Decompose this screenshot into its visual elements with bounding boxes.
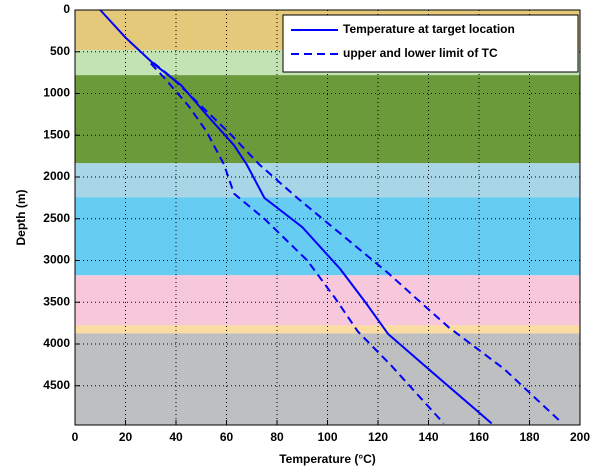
x-tick-label: 120: [368, 430, 388, 444]
y-tick-label: 4000: [43, 336, 70, 350]
data-line: [150, 62, 445, 425]
y-axis-label: Depth (m): [14, 190, 28, 246]
layer-band: [75, 275, 580, 326]
x-tick-label: 140: [418, 430, 438, 444]
y-tick-label: 2500: [43, 211, 70, 225]
y-tick-label: 3500: [43, 294, 70, 308]
x-tick-label: 180: [519, 430, 539, 444]
layer-band: [75, 75, 580, 164]
legend: Temperature at target location upper and …: [282, 14, 579, 73]
y-tick-label: 4500: [43, 378, 70, 392]
data-line: [152, 61, 564, 425]
x-tick-label: 80: [270, 430, 284, 444]
x-tick-label: 40: [169, 430, 183, 444]
x-tick-label: 200: [570, 430, 590, 444]
x-tick-label: 0: [72, 430, 79, 444]
x-axis-label: Temperature (°C): [279, 452, 376, 466]
y-tick-label: 0: [63, 2, 70, 16]
legend-box: [282, 14, 579, 73]
y-tick-label: 3000: [43, 253, 70, 267]
y-tick-label: 500: [50, 44, 70, 58]
x-tick-label: 20: [119, 430, 133, 444]
x-tick-label: 100: [317, 430, 337, 444]
x-tick-label: 160: [469, 430, 489, 444]
plot-frame: [74, 9, 581, 426]
layer-band: [75, 333, 580, 425]
y-tick-label: 2000: [43, 169, 70, 183]
legend-label: Temperature at target location: [343, 22, 515, 36]
layer-band: [75, 197, 580, 276]
y-tick-label: 1500: [43, 127, 70, 141]
y-tick-label: 1000: [43, 86, 70, 100]
layer-band: [75, 163, 580, 198]
legend-label: upper and lower limit of TC: [343, 46, 498, 60]
layer-band: [75, 325, 580, 334]
x-tick-label: 60: [220, 430, 234, 444]
